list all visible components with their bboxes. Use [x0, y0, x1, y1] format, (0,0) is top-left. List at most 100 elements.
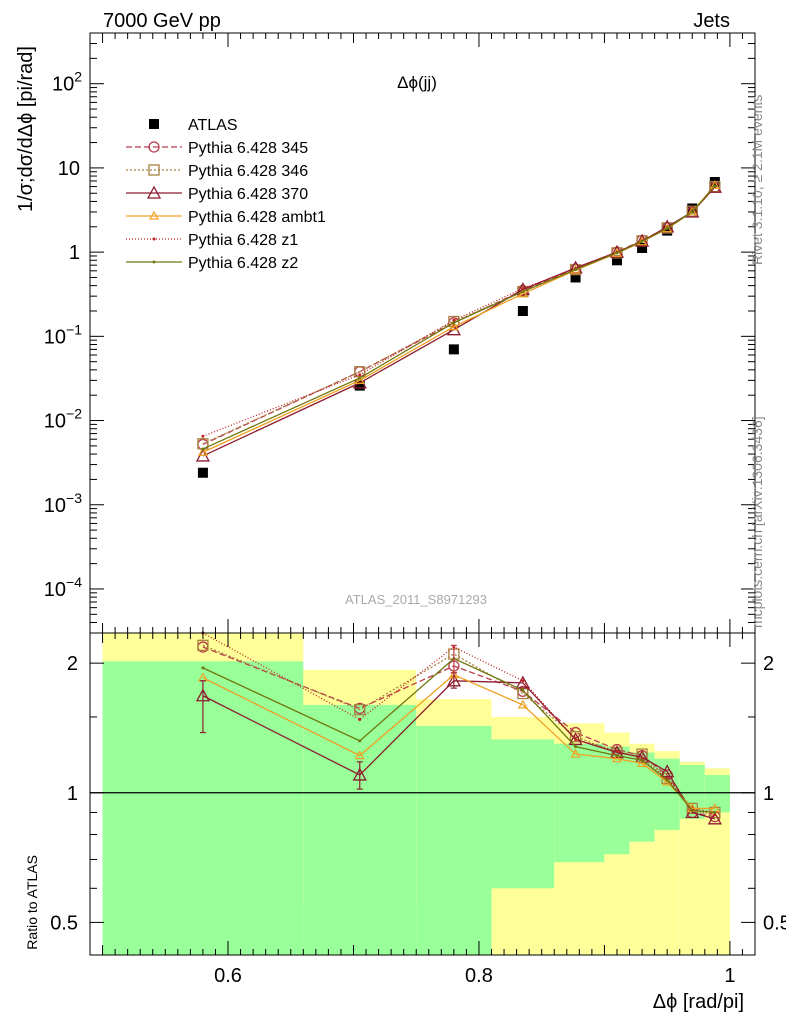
data-point [152, 260, 156, 264]
y-tick-label: 10 [58, 158, 80, 180]
data-point [634, 749, 650, 763]
ratio-y-tick-label: 0.5 [763, 912, 786, 934]
data-point [452, 321, 456, 325]
data-point [662, 223, 673, 233]
y-tick-label: 10−2 [44, 406, 82, 433]
data-point [687, 206, 698, 216]
data-point [637, 758, 648, 768]
data-point [611, 753, 623, 763]
legend-label: Pythia 6.428 z2 [188, 255, 298, 272]
data-point [521, 688, 525, 692]
data-point [662, 225, 673, 236]
data-point [354, 703, 366, 716]
data-point [611, 248, 623, 257]
data-point [197, 639, 209, 651]
y-tick-label: 10−4 [44, 574, 82, 601]
data-point [615, 251, 619, 255]
data-point [354, 380, 365, 391]
data-point [713, 184, 717, 188]
data-point [148, 164, 160, 176]
data-point [611, 255, 622, 266]
data-point [690, 808, 694, 812]
data-point [152, 237, 156, 241]
data-point [148, 210, 160, 220]
x-tick-label: 1 [724, 965, 735, 987]
legend-entry-z2: Pythia 6.428 z2 [126, 255, 298, 272]
data-point [609, 745, 625, 759]
data-point [354, 375, 365, 384]
data-point [149, 119, 159, 129]
ratio-plot-series [195, 631, 722, 825]
data-point [665, 226, 669, 230]
y-axis-label-bottom: Ratio to ATLAS [24, 855, 40, 950]
data-point [201, 666, 205, 670]
main-plot-series [195, 177, 722, 478]
ratio-y-tick-label: 2 [67, 653, 78, 675]
y-tick-label: 102 [52, 69, 82, 96]
legend-entry-p345: Pythia 6.428 345 [126, 140, 308, 157]
series-line [202, 185, 716, 450]
data-point [665, 778, 669, 782]
data-point [448, 344, 459, 355]
series-line [202, 186, 716, 437]
data-point [690, 210, 694, 214]
data-point [660, 764, 675, 778]
data-point [521, 290, 525, 294]
legend-label: Pythia 6.428 370 [188, 186, 308, 203]
data-point [517, 699, 528, 709]
data-point [570, 748, 581, 758]
data-point [515, 675, 530, 689]
ratio-y-tick-label: 2 [763, 653, 774, 675]
data-point [637, 242, 648, 253]
series-line [202, 680, 716, 820]
x-axis-label: Δϕ [rad/pi] [653, 991, 744, 1013]
data-point [713, 810, 717, 814]
data-point [452, 318, 456, 322]
ratio-plot-frame [89, 632, 756, 956]
data-point [640, 239, 644, 243]
data-point [354, 750, 365, 760]
legend-entry-z1: Pythia 6.428 z1 [126, 232, 298, 249]
ratio-y-tick-label: 0.5 [50, 912, 78, 934]
data-point [197, 447, 208, 456]
data-point [615, 754, 619, 758]
data-point [709, 180, 720, 189]
data-point [517, 305, 528, 316]
data-point [358, 717, 362, 721]
legend-label: Pythia 6.428 346 [188, 163, 308, 180]
ratio-y-tick-label: 1 [67, 783, 78, 805]
data-point [570, 272, 581, 283]
data-point [358, 739, 362, 743]
data-point [358, 376, 362, 380]
data-point [574, 737, 578, 741]
plot-title: Δϕ(jj) [397, 73, 437, 92]
legend-label: Pythia 6.428 z1 [188, 232, 298, 249]
series-line [202, 657, 715, 814]
band-inner [416, 725, 492, 955]
data-point [574, 268, 578, 272]
data-point [521, 286, 525, 290]
band-inner [554, 743, 605, 863]
data-point [517, 288, 528, 298]
band-inner [303, 704, 417, 955]
data-point [685, 805, 700, 819]
band-inner [704, 774, 730, 813]
data-point [148, 141, 160, 153]
legend-entry-ambt1: Pythia 6.428 ambt1 [126, 209, 326, 226]
legend-label: ATLAS [188, 117, 238, 134]
site-label: mcplots.cern.ch [arXiv:1306.3436] [749, 416, 765, 628]
data-point [637, 236, 648, 246]
analysis-id: ATLAS_2011_S8971293 [345, 592, 487, 607]
data-point [197, 467, 208, 478]
energy-label: 7000 GeV pp [103, 10, 221, 32]
data-point [615, 749, 619, 753]
data-point [201, 447, 205, 451]
data-point [568, 732, 583, 746]
band-inner [491, 739, 555, 889]
data-point [448, 321, 459, 331]
data-point [574, 745, 578, 749]
ratio-y-tick-label: 1 [763, 783, 774, 805]
data-point [611, 247, 623, 259]
x-tick-label: 0.6 [214, 965, 242, 987]
